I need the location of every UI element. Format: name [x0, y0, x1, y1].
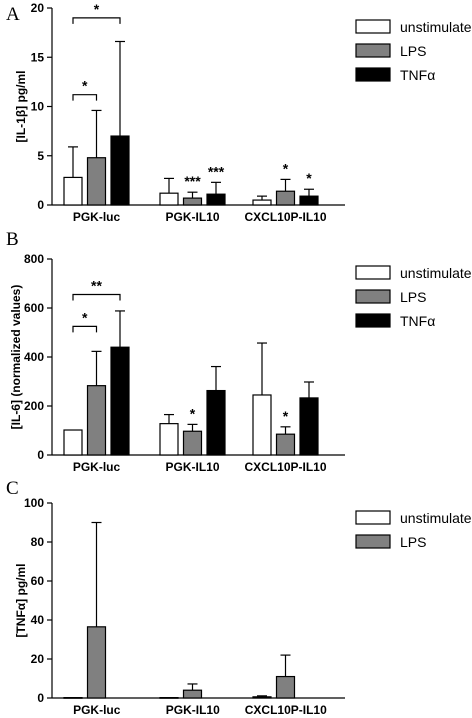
chart-panel-a: A 0 5 10 15 20 [IL-1β] pg/ml PGK-luc PGK-IL10 CXC…	[6, 1, 472, 224]
panel-letter: B	[6, 229, 19, 250]
significance-bracket	[72, 325, 98, 333]
bar-lps	[182, 430, 203, 456]
legend-label: LPS	[400, 43, 426, 59]
bar-unstimulated	[252, 199, 272, 206]
bar-tnfa	[299, 195, 319, 206]
bracket-label: *	[82, 78, 88, 94]
bar-lps	[275, 190, 296, 206]
category-label: CXCL10P-IL10	[245, 703, 327, 717]
legend-swatch-lps	[355, 289, 391, 304]
y-axis-label: [TNFα] pg/ml	[14, 563, 28, 637]
legend-label: TNFα	[400, 67, 435, 83]
significance-mark: ***	[184, 173, 201, 189]
legend-label: unstimulated	[400, 510, 472, 526]
y-tick-label: 80	[31, 535, 45, 549]
category-label: CXCL10P-IL10	[244, 460, 326, 474]
bracket-label: *	[94, 1, 100, 17]
bar-lps	[86, 157, 107, 206]
y-tick-label: 5	[37, 149, 44, 163]
y-tick-label: 400	[24, 350, 44, 364]
y-axis-label: [IL-1β] pg/ml	[14, 71, 28, 143]
chart-panel-b: B 0 200 400 600 800 [IL-6] (normalized values)…	[6, 229, 472, 474]
bar-lps	[275, 433, 296, 456]
y-tick-label: 20	[31, 652, 45, 666]
y-tick-label: 20	[31, 1, 45, 15]
panel-letter: A	[6, 4, 20, 25]
legend-label: unstimulated	[400, 19, 472, 35]
category-label: PGK-luc	[73, 210, 121, 224]
category-label: PGK-luc	[73, 460, 121, 474]
significance-bracket	[72, 17, 121, 24]
y-tick-label: 0	[37, 448, 44, 462]
y-tick-label: 15	[31, 50, 45, 64]
y-tick-label: 60	[31, 574, 45, 588]
bar-unstimulated	[252, 696, 272, 699]
bar-tnfa	[206, 193, 226, 206]
significance-mark: *	[283, 408, 289, 424]
legend-label: TNFα	[400, 313, 435, 329]
bar-tnfa	[206, 389, 226, 456]
legend-label: LPS	[400, 534, 426, 550]
y-tick-label: 800	[24, 252, 44, 266]
chart-panel-c: C 0 20 40 60 80 100 [TNFα] pg/ml PGK-luc PGK-IL10…	[6, 478, 472, 717]
significance-bracket	[72, 94, 98, 101]
bar-unstimulated	[252, 394, 272, 456]
bar-unstimulated	[63, 697, 83, 699]
category-label: PGK-luc	[73, 703, 121, 717]
bar-lps	[86, 626, 107, 699]
legend-label: unstimulated	[400, 265, 472, 281]
bar-lps	[275, 675, 296, 699]
bar-tnfa	[110, 346, 130, 456]
y-tick-label: 40	[31, 613, 45, 627]
y-axis-label: [IL-6] (normalized values)	[9, 285, 23, 430]
bar-lps	[182, 197, 203, 206]
legend-swatch-tnfa	[355, 67, 391, 82]
significance-mark: *	[306, 170, 312, 186]
bar-unstimulated	[63, 429, 83, 456]
y-tick-label: 200	[24, 399, 44, 413]
bracket-label: *	[82, 309, 88, 325]
category-label: PGK-IL10	[165, 460, 219, 474]
bar-unstimulated	[159, 423, 179, 456]
bar-unstimulated	[63, 176, 83, 206]
bar-lps	[86, 385, 107, 456]
y-tick-label: 10	[31, 100, 45, 114]
bar-lps	[182, 689, 203, 699]
legend-swatch-unstimulated	[355, 265, 391, 280]
legend-swatch-lps	[355, 534, 391, 549]
legend-label: LPS	[400, 289, 426, 305]
bar-tnfa	[299, 397, 319, 456]
significance-mark: ***	[208, 163, 225, 179]
y-tick-label: 100	[24, 496, 44, 510]
bar-tnfa	[110, 135, 130, 206]
significance-mark: *	[190, 405, 196, 421]
y-tick-label: 0	[37, 691, 44, 705]
bar-unstimulated	[159, 697, 179, 699]
legend-swatch-tnfa	[355, 313, 391, 328]
category-label: PGK-IL10	[166, 703, 220, 717]
panel-letter: C	[6, 478, 19, 499]
y-tick-label: 600	[24, 301, 44, 315]
legend-swatch-unstimulated	[355, 19, 391, 34]
bracket-label: **	[91, 278, 102, 294]
legend-swatch-unstimulated	[355, 510, 391, 525]
significance-bracket	[72, 293, 121, 301]
legend-swatch-lps	[355, 43, 391, 58]
category-label: CXCL10P-IL10	[244, 210, 326, 224]
significance-mark: *	[283, 160, 289, 176]
bar-unstimulated	[159, 192, 179, 206]
category-label: PGK-IL10	[165, 210, 219, 224]
y-tick-label: 0	[37, 198, 44, 212]
